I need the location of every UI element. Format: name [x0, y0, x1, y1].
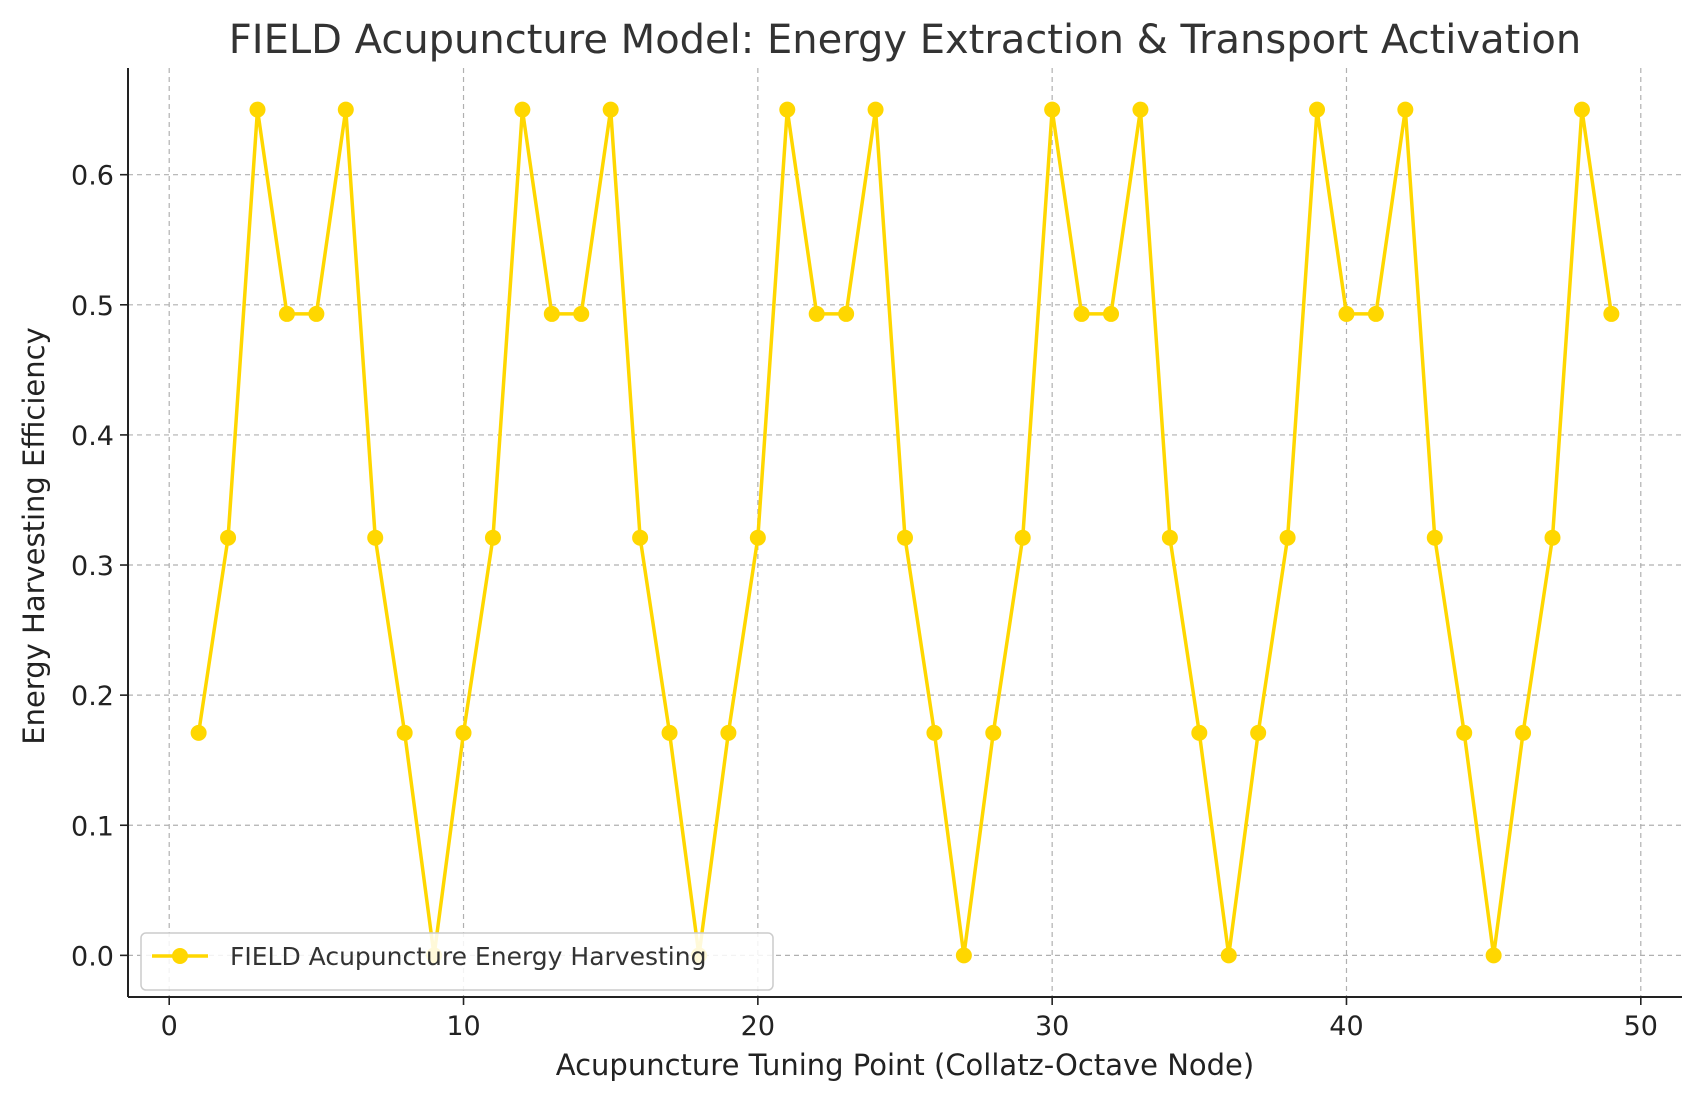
data-point: [1044, 101, 1061, 118]
y-tick-label: 0.1: [71, 811, 114, 842]
data-point: [749, 529, 766, 546]
y-axis-label: Energy Harvesting Efficiency: [17, 327, 51, 744]
data-point: [1250, 724, 1267, 741]
data-point: [337, 101, 354, 118]
data-point: [573, 305, 590, 322]
data-point: [779, 101, 796, 118]
x-tick-label: 0: [161, 1011, 178, 1042]
x-axis-label: Acupuncture Tuning Point (Collatz-Octave…: [556, 1048, 1254, 1082]
data-point: [926, 724, 943, 741]
data-point: [278, 305, 295, 322]
data-point: [1515, 724, 1532, 741]
data-point: [838, 305, 855, 322]
legend: FIELD Acupuncture Energy Harvesting: [140, 932, 774, 991]
data-point: [1191, 724, 1208, 741]
x-tick-label: 40: [1329, 1011, 1363, 1042]
data-point: [1279, 529, 1296, 546]
data-point: [308, 305, 325, 322]
data-point: [1132, 101, 1149, 118]
data-point: [897, 529, 913, 546]
y-ticks: 0.0 0.1 0.2 0.3 0.4 0.5 0.6: [71, 161, 128, 972]
x-tick-label: 30: [1035, 1011, 1069, 1042]
data-point: [1426, 529, 1443, 546]
data-point: [985, 724, 1002, 741]
data-point: [1220, 947, 1237, 964]
data-point: [720, 724, 737, 741]
data-point: [1161, 529, 1178, 546]
data-point: [396, 724, 413, 741]
y-tick-label: 0.2: [71, 681, 114, 712]
data-point: [632, 529, 649, 546]
data-point: [514, 101, 531, 118]
y-tick-label: 0.0: [71, 941, 114, 972]
y-tick-label: 0.6: [71, 161, 114, 192]
data-point: [1103, 305, 1120, 322]
data-point: [190, 724, 207, 741]
x-tick-label: 50: [1624, 1011, 1658, 1042]
y-tick-label: 0.4: [71, 421, 114, 452]
data-point: [484, 529, 501, 546]
data-point: [1397, 101, 1414, 118]
data-point: [1456, 724, 1473, 741]
data-point: [367, 529, 384, 546]
data-point: [220, 529, 237, 546]
legend-marker-swatch: [172, 948, 188, 964]
legend-box: [140, 932, 774, 991]
data-point: [249, 101, 266, 118]
x-tick-label: 20: [741, 1011, 775, 1042]
data-point: [1485, 947, 1502, 964]
legend-label: FIELD Acupuncture Energy Harvesting: [230, 942, 706, 971]
data-point: [1544, 529, 1561, 546]
data-point: [661, 724, 678, 741]
data-point: [1073, 305, 1090, 322]
data-point: [1338, 305, 1355, 322]
grid-lines: [128, 68, 1682, 997]
y-tick-label: 0.5: [71, 291, 114, 322]
series-group: [190, 101, 1620, 964]
data-point: [808, 305, 825, 322]
data-point: [1573, 101, 1590, 118]
data-point: [1367, 305, 1384, 322]
x-ticks: 0 10 20 30 40 50: [161, 997, 1658, 1042]
data-point: [867, 101, 884, 118]
chart-title: FIELD Acupuncture Model: Energy Extracti…: [229, 17, 1581, 63]
data-point: [1014, 529, 1031, 546]
data-point: [602, 101, 619, 118]
axes: [127, 68, 1682, 998]
x-tick-label: 10: [446, 1011, 480, 1042]
data-point: [955, 947, 972, 964]
y-tick-label: 0.3: [71, 551, 114, 582]
data-point: [543, 305, 560, 322]
data-point: [1309, 101, 1326, 118]
data-point: [1603, 305, 1620, 322]
data-point: [455, 724, 472, 741]
